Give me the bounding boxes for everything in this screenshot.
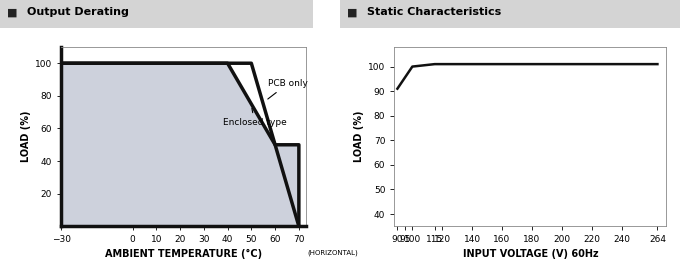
Polygon shape [61,63,299,226]
Text: (HORIZONTAL): (HORIZONTAL) [307,249,358,256]
Text: Enclosed type: Enclosed type [223,108,286,127]
X-axis label: AMBIENT TEMPERATURE (°C): AMBIENT TEMPERATURE (°C) [105,248,262,259]
Y-axis label: LOAD (%): LOAD (%) [354,111,364,162]
Text: ■: ■ [7,7,17,17]
Text: ■: ■ [347,7,357,17]
X-axis label: INPUT VOLTAGE (V) 60Hz: INPUT VOLTAGE (V) 60Hz [462,248,598,259]
Text: Static Characteristics: Static Characteristics [367,7,501,17]
Text: PCB only: PCB only [268,79,308,99]
Text: Output Derating: Output Derating [27,7,129,17]
Y-axis label: LOAD (%): LOAD (%) [21,111,31,162]
